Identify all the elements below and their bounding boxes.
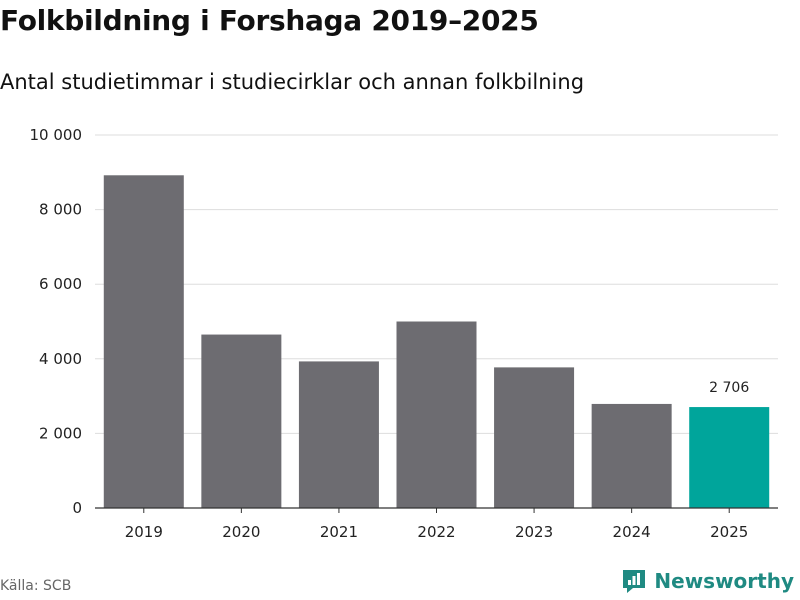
data-label: 2 706 [709,380,749,396]
bar [591,403,672,508]
bar [396,321,477,508]
y-tick-label: 4 000 [39,350,82,368]
x-tick-label: 2020 [222,523,260,541]
x-tick-label: 2019 [125,523,163,541]
newsworthy-logo-icon [623,570,646,593]
bar [201,334,282,508]
bar [689,407,770,508]
brand-logo[interactable]: Newsworthy [621,568,794,594]
brand-name: Newsworthy [654,569,794,593]
x-tick-label: 2025 [710,523,748,541]
x-tick-label: 2023 [515,523,553,541]
x-tick-label: 2022 [417,523,455,541]
y-tick-label: 10 000 [30,126,83,144]
source-note: Källa: SCB [0,578,72,594]
y-tick-label: 8 000 [39,201,82,219]
bar [494,367,575,508]
y-tick-label: 0 [72,499,82,517]
y-tick-label: 2 000 [39,424,82,442]
x-tick-label: 2021 [320,523,358,541]
chart-subtitle: Antal studietimmar i studiecirklar och a… [0,70,585,94]
bar [298,361,379,508]
x-tick-label: 2024 [613,523,651,541]
chart-title: Folkbildning i Forshaga 2019–2025 [0,4,539,37]
y-tick-label: 6 000 [39,275,82,293]
bar [103,175,184,508]
